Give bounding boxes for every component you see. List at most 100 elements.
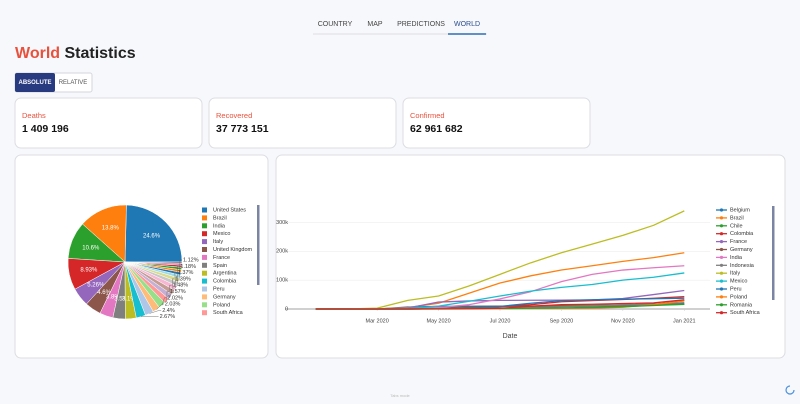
pie-legend-swatch <box>202 207 207 213</box>
legend-label: India <box>730 255 743 261</box>
pie-legend-swatch <box>202 231 207 237</box>
legend-label: Indonesia <box>730 263 755 269</box>
legend-marker <box>719 295 724 299</box>
legend-label: France <box>730 239 747 245</box>
pie-legend-swatch <box>202 270 207 276</box>
pie-value-label: 24.6% <box>143 234 161 240</box>
pie-slice <box>124 261 183 264</box>
nav-tab[interactable]: PREDICTIONS <box>397 21 445 28</box>
pie-label-leader <box>161 297 167 306</box>
pie-value-label: 8.93% <box>80 268 98 274</box>
legend-marker <box>719 247 724 252</box>
pie-legend-label: Spain <box>213 263 227 269</box>
page-title: World Statistics <box>15 45 136 62</box>
pie-value-label: 1.57% <box>170 289 186 295</box>
nav-tab[interactable]: COUNTRY <box>318 21 353 28</box>
pie-value-label: 2.02% <box>167 295 183 301</box>
legend-label: Brazil <box>730 215 744 221</box>
legend-marker <box>719 232 724 236</box>
legend-marker <box>719 271 724 275</box>
pie-value-label: 1.39% <box>175 276 191 282</box>
stat-value: 37 773 151 <box>216 123 269 135</box>
pie-legend-label: Poland <box>213 302 230 308</box>
pie-value-label: 3.8% <box>106 295 120 301</box>
pie-legend-swatch <box>202 278 207 284</box>
pie-label-leader <box>174 272 177 289</box>
title-highlight: World <box>15 45 60 62</box>
pie-legend-label: South Africa <box>213 310 244 316</box>
pie-value-label: 1.18% <box>180 264 196 270</box>
y-tick-label: 100k <box>276 278 288 284</box>
stat-card <box>14 97 203 149</box>
pie-value-label: 1.12% <box>183 257 199 263</box>
pie-value-label: 3.5% <box>114 296 128 302</box>
toggle-button[interactable]: ABSOLUTE <box>19 80 52 86</box>
legend-marker <box>719 303 724 307</box>
pie-value-label: 1.48% <box>173 283 189 289</box>
legend-label: Mexico <box>730 279 747 285</box>
line-card <box>275 154 786 359</box>
pie-value-label: 2.03% <box>165 302 181 308</box>
legend-label: Germany <box>730 247 753 253</box>
pie-legend-label: Brazil <box>213 215 227 221</box>
pie-legend-swatch <box>202 310 207 316</box>
pie-legend-swatch <box>202 254 207 260</box>
toggle-button[interactable]: RELATIVE <box>59 80 88 86</box>
pie-legend-swatch <box>202 215 207 221</box>
pie-value-label: 13.8% <box>102 226 120 232</box>
pie-value-label: 4.6% <box>97 290 111 296</box>
legend-marker <box>719 208 724 212</box>
x-tick-label: Jan 2021 <box>673 318 696 324</box>
stat-card <box>402 97 591 149</box>
stat-label: Deaths <box>22 111 46 120</box>
legend-marker <box>719 240 724 244</box>
line-legend-scrollbar <box>772 206 775 300</box>
stat-value: 1 409 196 <box>22 123 69 135</box>
stat-label: Confirmed <box>410 111 445 120</box>
pie-legend-swatch <box>202 247 207 252</box>
legend-label: Romania <box>730 302 753 308</box>
y-tick-label: 300k <box>276 220 288 226</box>
stat-label: Recovered <box>216 111 252 120</box>
series-line <box>315 299 685 310</box>
legend-marker <box>719 224 724 228</box>
pie-legend-label: Peru <box>213 286 225 292</box>
pie-label-leader <box>166 291 169 301</box>
legend-marker <box>719 287 724 291</box>
stat-card <box>208 97 397 149</box>
series-line <box>315 210 685 310</box>
x-tick-label: Sep 2020 <box>550 318 574 324</box>
toggle-active[interactable] <box>15 73 55 92</box>
y-tick-label: 0 <box>285 306 288 312</box>
pie-legend-swatch <box>202 286 207 292</box>
x-axis-title: Date <box>503 333 518 340</box>
pie-value-label: 2.67% <box>160 314 176 320</box>
loading-spinner <box>785 385 795 395</box>
pie-legend-label: Mexico <box>213 231 230 237</box>
nav-tab[interactable]: MAP <box>367 21 383 28</box>
nav-tab[interactable]: WORLD <box>454 21 480 28</box>
pie-legend-label: India <box>213 223 226 229</box>
pie-label-leader <box>171 278 175 293</box>
pie-legend-label: United States <box>213 207 246 213</box>
pie-value-label: 5.26% <box>87 282 105 288</box>
legend-label: Colombia <box>730 231 754 237</box>
pie-legend-label: Italy <box>213 239 223 245</box>
pie-label-leader <box>177 266 180 284</box>
pie-slice <box>124 204 183 263</box>
legend-marker <box>719 279 724 283</box>
pie-label-leader <box>178 259 182 281</box>
pie-value-label: 1.37% <box>178 270 194 276</box>
stat-value: 62 961 682 <box>410 123 463 135</box>
x-tick-label: May 2020 <box>426 318 450 324</box>
pie-legend-scrollbar <box>257 205 260 285</box>
legend-marker <box>719 216 724 220</box>
pie-legend-label: France <box>213 255 230 261</box>
legend-label: Italy <box>730 271 740 277</box>
x-tick-label: Mar 2020 <box>366 318 389 324</box>
y-tick-label: 200k <box>276 249 288 255</box>
pie-legend-label: Germany <box>213 294 236 300</box>
pie-legend-label: Argentina <box>213 271 237 277</box>
